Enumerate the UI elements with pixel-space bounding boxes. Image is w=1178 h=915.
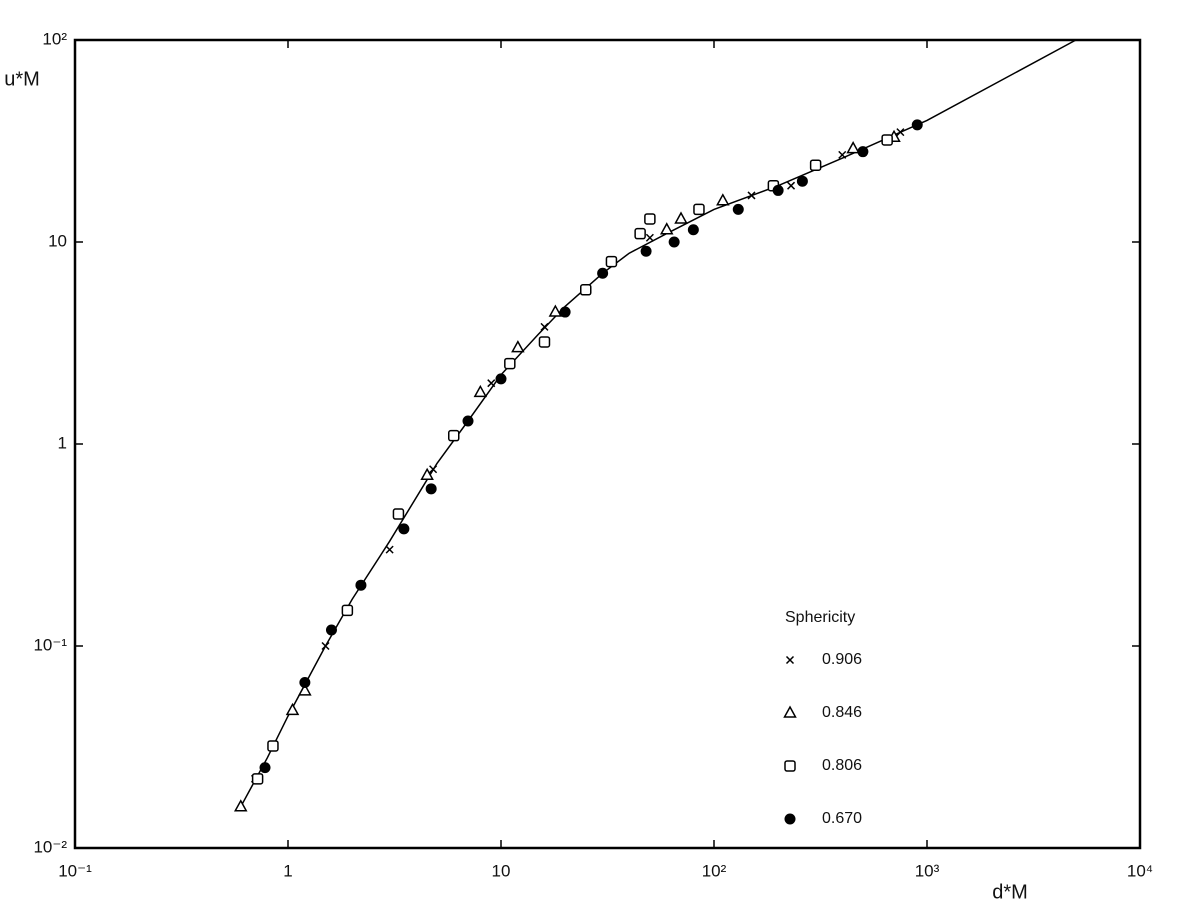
legend-marker	[785, 655, 795, 665]
legend-title: Sphericity	[785, 609, 855, 626]
marker-circle	[687, 224, 699, 236]
y-tick-label: 10²	[42, 29, 67, 48]
marker-triangle	[659, 222, 674, 235]
marker-circle	[796, 175, 808, 187]
x-tick-label: 10	[492, 861, 511, 880]
marker-triangle	[473, 384, 488, 398]
y-tick-label: 1	[58, 433, 67, 452]
x-tick-label: 10⁴	[1127, 861, 1153, 880]
plot-frame	[73, 38, 1142, 850]
marker-triangle	[846, 141, 860, 154]
marker-x	[321, 641, 330, 651]
marker-square	[580, 284, 592, 296]
marker-square	[538, 336, 551, 348]
marker-triangle	[674, 211, 688, 224]
marker-x	[747, 191, 756, 200]
x-tick-label: 10²	[702, 861, 727, 880]
y-tick-label: 10	[48, 231, 67, 250]
marker-square	[392, 508, 405, 520]
marker-square	[251, 773, 264, 785]
x-axis-label: d*M	[992, 881, 1028, 903]
marker-x	[838, 150, 847, 159]
y-tick-label: 10⁻²	[33, 837, 67, 856]
marker-square	[809, 159, 822, 171]
legend-label: 0.906	[822, 651, 862, 668]
marker-circle	[732, 203, 744, 215]
marker-triangle	[298, 683, 312, 696]
marker-circle	[325, 624, 337, 636]
marker-square	[693, 203, 705, 216]
marker-square	[634, 227, 646, 240]
marker-circle	[495, 373, 507, 385]
marker-x	[487, 379, 496, 388]
marker-circle	[559, 306, 571, 318]
marker-circle	[398, 523, 410, 535]
marker-square	[341, 604, 354, 617]
legend-label: 0.846	[822, 704, 862, 721]
marker-x	[896, 128, 905, 137]
marker-circle	[355, 579, 367, 591]
x-tick-label: 10³	[915, 861, 940, 880]
marker-circle	[911, 119, 923, 131]
marker-circle	[425, 483, 437, 495]
marker-square	[447, 429, 460, 442]
marker-triangle	[511, 340, 525, 353]
fit-curve	[240, 39, 1077, 808]
marker-triangle	[548, 304, 563, 317]
marker-circle	[640, 245, 652, 257]
marker-triangle	[233, 799, 248, 812]
y-axis-label: u*M	[4, 68, 40, 90]
legend-label: 0.806	[822, 757, 862, 774]
marker-triangle	[285, 702, 300, 716]
legend-label: 0.670	[822, 810, 862, 827]
y-tick-label: 10⁻¹	[33, 635, 67, 654]
legend-marker	[783, 705, 797, 718]
marker-square	[881, 134, 893, 146]
x-tick-label: 1	[283, 861, 292, 880]
legend-marker	[784, 813, 796, 825]
marker-circle	[772, 184, 784, 196]
marker-circle	[299, 676, 311, 688]
marker-x	[645, 233, 654, 242]
marker-x	[429, 465, 438, 474]
marker-circle	[857, 146, 869, 158]
marker-x	[540, 322, 549, 331]
marker-triangle	[716, 193, 730, 206]
marker-circle	[462, 415, 474, 427]
marker-circle	[668, 236, 680, 248]
marker-square	[644, 213, 656, 225]
marker-circle	[259, 762, 271, 774]
marker-square	[605, 255, 618, 268]
marker-square	[267, 740, 279, 752]
marker-circle	[597, 267, 609, 279]
x-tick-label: 10⁻¹	[58, 861, 92, 880]
legend-marker	[784, 760, 796, 772]
marker-triangle	[420, 467, 434, 481]
marker-x	[787, 181, 796, 190]
marker-x	[385, 545, 394, 554]
marker-square	[504, 357, 516, 370]
